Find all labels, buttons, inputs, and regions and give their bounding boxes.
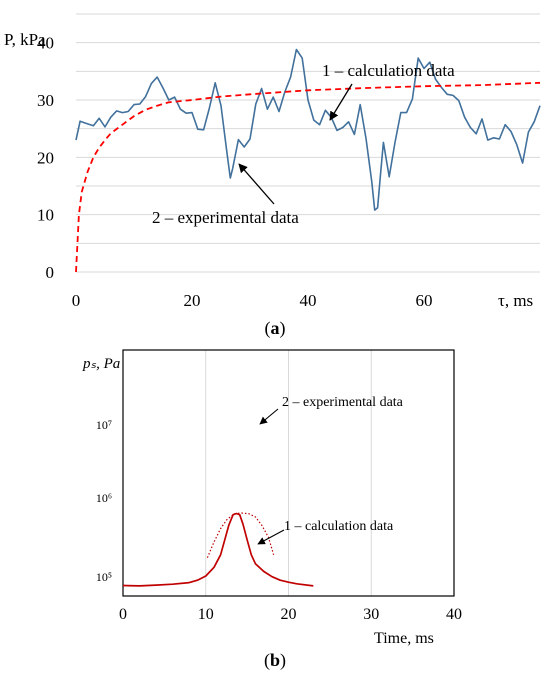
chart-b-annotation-experimental: 2 – experimental data [282,395,404,410]
chart-b-x-tick-label: 0 [119,606,127,623]
chart-b-gridlines [205,350,372,596]
chart-a-annotation-calculation-arrow [329,83,353,121]
caption-a: (a) [264,318,286,338]
chart-b-x-tick-label: 30 [363,606,379,623]
chart-a-x-tick-label: 0 [72,291,81,310]
chart-a-y-tick-label: 40 [37,34,54,53]
chart-b-y-label: pₛ, Pa [82,356,120,372]
chart-b-x-label: Time, ms [374,630,434,647]
chart-a-annotation-experimental: 2 – experimental data [152,208,299,227]
chart-a-y-tick-label: 0 [46,263,55,282]
chart-a-annotation-experimental-arrow [238,163,275,205]
chart-a-y-label: P, kPa [4,30,46,49]
chart-a-y-tick-label: 20 [37,148,54,167]
chart-b-x-ticks: 0 10 20 30 40 [119,606,462,623]
chart-a-gridlines [76,13,540,273]
chart-b: 10⁵ 10⁶ 10⁷ 0 10 20 30 40 pₛ, Pa Time, ms 2 – … [82,349,462,647]
chart-a-series-calculation [75,81,541,273]
chart-a-y-ticks: 0 10 20 30 40 [37,34,54,282]
chart-b-y-tick-label: 10⁵ [96,570,112,584]
caption-b-letter: b [269,650,280,670]
chart-a-y-tick-label: 10 [37,206,54,225]
chart-a-x-tick-label: 20 [184,291,201,310]
chart-b-x-tick-label: 20 [281,606,297,623]
chart-a-series-experimental [75,48,541,211]
chart-b-y-tick-label: 10⁶ [96,491,112,505]
chart-b-x-tick-label: 40 [446,606,462,623]
chart-b-y-ticks: 10⁵ 10⁶ 10⁷ [96,418,112,584]
chart-a-y-tick-label: 30 [37,91,54,110]
chart-a-annotation-calculation: 1 – calculation data [322,61,455,80]
chart-b-annotation-experimental-arrow [259,408,279,425]
chart-b-series-experimental [206,512,275,558]
chart-b-plot-frame [122,349,455,597]
caption-a-letter: a [270,318,280,338]
chart-a-x-tick-label: 40 [300,291,317,310]
chart-a-x-ticks: 0 20 40 60 [72,291,433,310]
chart-b-series [122,512,314,587]
chart-a-x-label: τ, ms [498,291,533,310]
chart-b-y-tick-label: 10⁷ [96,418,112,432]
chart-b-annotation-calculation: 1 – calculation data [284,519,394,534]
chart-b-x-tick-label: 10 [198,606,214,623]
chart-a: 0 10 20 30 40 0 20 40 60 P, kPa τ, ms 1 – calcu… [4,13,541,310]
chart-b-x-label-text: Time, ms [374,630,434,647]
chart-b-annotation-calculation-arrow [257,529,285,545]
chart-a-x-tick-label: 60 [416,291,433,310]
chart-a-series [75,48,541,273]
caption-b: (b) [263,650,286,670]
